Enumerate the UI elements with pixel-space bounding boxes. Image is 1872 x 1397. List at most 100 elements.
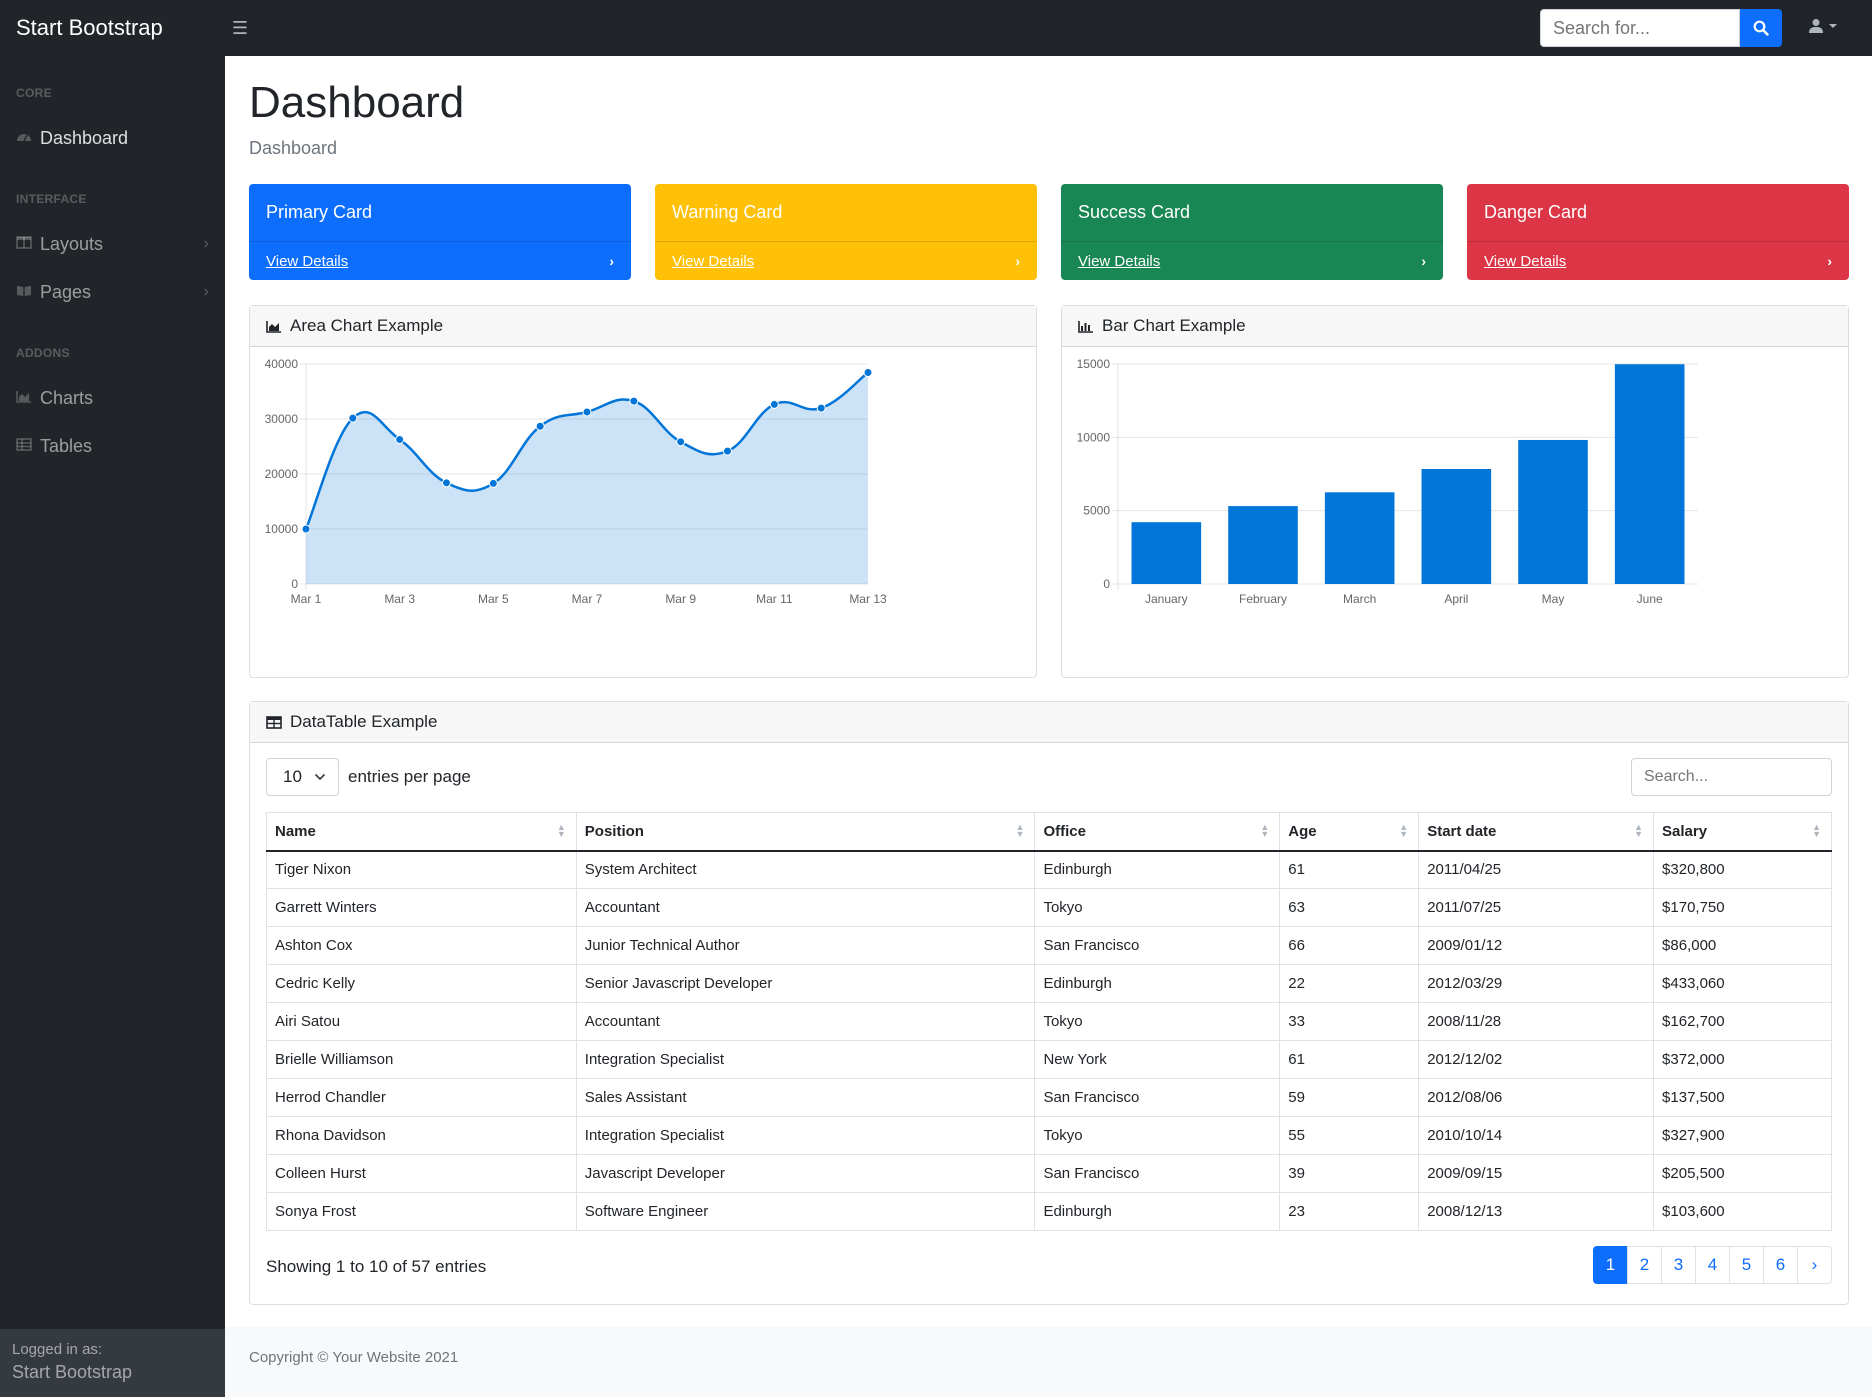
column-header-label: Age bbox=[1288, 822, 1317, 840]
sidebar-heading-interface: INTERFACE bbox=[16, 192, 87, 206]
table-cell: $372,000 bbox=[1653, 1040, 1832, 1079]
table-cell: 59 bbox=[1279, 1078, 1420, 1117]
table-cell: 2008/11/28 bbox=[1418, 1002, 1655, 1041]
table-cell: Airi Satou bbox=[266, 1002, 577, 1041]
chevron-right-icon: › bbox=[203, 283, 209, 300]
sort-icon: ▲ ▼ bbox=[556, 822, 566, 839]
page-button[interactable]: 6 bbox=[1763, 1246, 1798, 1284]
y-tick-label: 15000 bbox=[1077, 357, 1111, 371]
sidebar-item-layouts[interactable]: Layouts › bbox=[0, 224, 225, 264]
table-cell: Tokyo bbox=[1034, 1116, 1281, 1155]
table-cell: Cedric Kelly bbox=[266, 964, 577, 1003]
view-details-link[interactable]: View Details bbox=[1078, 252, 1161, 270]
sort-icon: ▲ ▼ bbox=[1812, 822, 1821, 839]
y-tick-label: 10000 bbox=[265, 522, 299, 536]
sidebar-item-label: Layouts bbox=[40, 233, 104, 254]
sidebar-item-tables[interactable]: Tables bbox=[0, 426, 225, 466]
view-details-link[interactable]: View Details bbox=[1484, 252, 1567, 270]
table-row: Colleen Hurst Javascript Developer San Fra… bbox=[266, 1154, 1832, 1193]
column-header[interactable]: Start date ▲ ▼ bbox=[1418, 812, 1655, 852]
sidebar-heading-addons: ADDONS bbox=[16, 346, 70, 360]
table-cell: 55 bbox=[1279, 1116, 1420, 1155]
table-cell: 66 bbox=[1279, 926, 1420, 965]
column-header[interactable]: Salary ▲ ▼ bbox=[1653, 812, 1832, 852]
entries-value: 10 bbox=[283, 767, 302, 786]
page-button[interactable]: 1 bbox=[1593, 1246, 1628, 1284]
navbar-search-input[interactable] bbox=[1540, 9, 1740, 47]
sort-icon: ▲ ▼ bbox=[1399, 822, 1409, 839]
main-content: Dashboard Dashboard Primary Card View De… bbox=[225, 56, 1872, 1397]
entries-per-page-select[interactable]: 10 bbox=[266, 758, 339, 796]
area-chart: 0 10000 20000 30000 40000 Mar 1 Mar 3 Mar 5 Mar … bbox=[265, 357, 887, 606]
table-row: Ashton Cox Junior Technical Author San Fra… bbox=[266, 926, 1832, 965]
card-title: Warning Card bbox=[672, 202, 783, 222]
column-header[interactable]: Position ▲ ▼ bbox=[575, 812, 1036, 852]
page-button[interactable]: 3 bbox=[1661, 1246, 1696, 1284]
y-tick-label: 30000 bbox=[265, 412, 299, 426]
bars-icon[interactable]: ☰ bbox=[231, 17, 249, 38]
table-cell: Ashton Cox bbox=[266, 926, 577, 965]
chart-area-icon bbox=[266, 320, 281, 333]
sidebar-item-pages[interactable]: Pages › bbox=[0, 272, 225, 312]
table-cell: 2008/12/13 bbox=[1418, 1192, 1655, 1231]
brand-logo[interactable]: Start Bootstrap bbox=[16, 15, 163, 40]
panel-title: Bar Chart Example bbox=[1102, 316, 1246, 335]
table-cell: 33 bbox=[1279, 1002, 1420, 1041]
navbar-search-button[interactable] bbox=[1740, 9, 1782, 47]
column-header[interactable]: Office ▲ ▼ bbox=[1034, 812, 1281, 852]
table-cell: Tiger Nixon bbox=[266, 850, 577, 889]
table-row: Airi Satou Accountant Tokyo 33 2008/11/28 $16… bbox=[266, 1002, 1832, 1041]
user-dropdown[interactable] bbox=[1808, 18, 1838, 34]
table-cell: 61 bbox=[1279, 850, 1420, 889]
page-title: Dashboard bbox=[249, 78, 465, 127]
table-cell: $433,060 bbox=[1653, 964, 1832, 1003]
data-point bbox=[676, 437, 686, 447]
sort-icon: ▲ ▼ bbox=[1634, 822, 1644, 839]
sidebar-item-charts[interactable]: Charts bbox=[0, 378, 225, 418]
table-cell: System Architect bbox=[575, 850, 1036, 889]
table-cell: Herrod Chandler bbox=[266, 1078, 577, 1117]
page-button[interactable]: 2 bbox=[1627, 1246, 1662, 1284]
table-row: Tiger Nixon System Architect Edinburgh 61 20… bbox=[266, 850, 1832, 889]
page-button[interactable]: 4 bbox=[1695, 1246, 1730, 1284]
sidebar-item-dashboard[interactable]: Dashboard bbox=[0, 118, 225, 158]
chevron-right-icon: › bbox=[609, 253, 614, 269]
area-chart-panel: Area Chart Example 0 10000 20000 30000 40000… bbox=[249, 305, 1037, 678]
table-info: Showing 1 to 10 of 57 entries bbox=[266, 1257, 487, 1276]
bar-chart: 0 5000 10000 15000 January February March April… bbox=[1077, 357, 1698, 606]
chevron-right-icon: › bbox=[1421, 253, 1426, 269]
column-header[interactable]: Name ▲ ▼ bbox=[266, 812, 577, 852]
table-cell: 2011/04/25 bbox=[1418, 850, 1655, 889]
view-details-link[interactable]: View Details bbox=[672, 252, 755, 270]
x-tick-label: Mar 13 bbox=[849, 592, 887, 606]
page-button[interactable]: 5 bbox=[1729, 1246, 1764, 1284]
table-search-input[interactable] bbox=[1631, 758, 1832, 796]
view-details-link[interactable]: View Details bbox=[266, 252, 349, 270]
x-tick-label: Mar 7 bbox=[572, 592, 603, 606]
panel-title: Area Chart Example bbox=[290, 316, 444, 335]
page-footer: Copyright © Your Website 2021 bbox=[225, 1327, 1872, 1397]
x-tick-label: Mar 9 bbox=[665, 592, 696, 606]
table-icon bbox=[16, 438, 40, 454]
table-cell: 2010/10/14 bbox=[1418, 1116, 1655, 1155]
user-icon bbox=[1809, 19, 1823, 33]
sidebar-item-label: Tables bbox=[40, 435, 93, 456]
column-header[interactable]: Age ▲ ▼ bbox=[1279, 812, 1420, 852]
x-tick-label: Mar 3 bbox=[384, 592, 415, 606]
data-table: Name ▲ ▼ Position ▲ ▼ Office ▲ ▼ Age ▲ ▼ Start date ▲… bbox=[266, 812, 1832, 1231]
y-tick-label: 40000 bbox=[265, 357, 299, 371]
sidebar-item-label: Dashboard bbox=[40, 127, 129, 148]
table-cell: Junior Technical Author bbox=[575, 926, 1036, 965]
chevron-right-icon: › bbox=[203, 235, 209, 252]
y-tick-label: 5000 bbox=[1083, 504, 1110, 518]
column-header-label: Position bbox=[584, 822, 644, 840]
x-tick-label: June bbox=[1637, 592, 1663, 606]
data-point bbox=[395, 435, 405, 445]
data-point bbox=[816, 403, 826, 413]
column-header-label: Office bbox=[1043, 822, 1086, 840]
tachometer-icon bbox=[16, 130, 40, 147]
card-title: Primary Card bbox=[266, 202, 373, 222]
y-tick-label: 0 bbox=[291, 577, 298, 591]
next-page-button[interactable]: › bbox=[1797, 1246, 1832, 1284]
book-open-icon bbox=[16, 284, 40, 300]
